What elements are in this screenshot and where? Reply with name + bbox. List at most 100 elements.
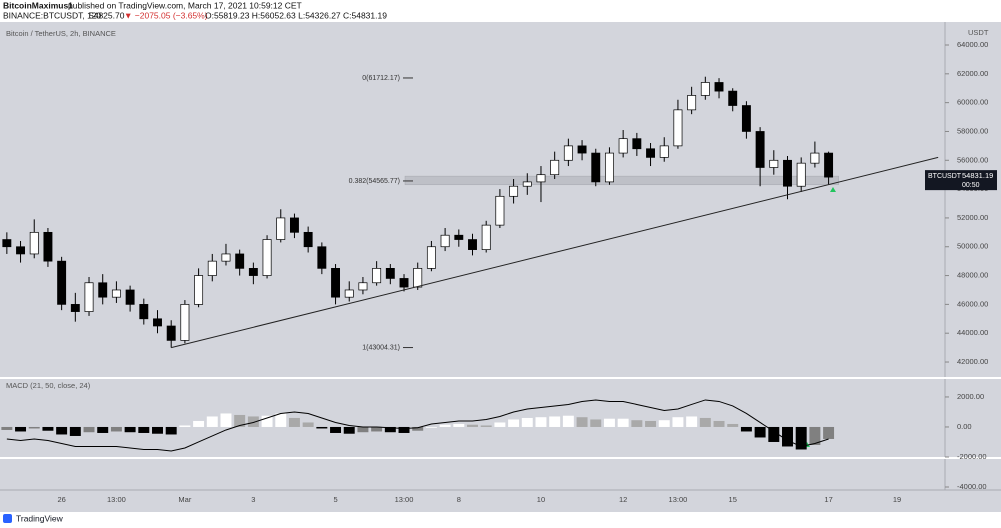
candle-body: [111, 289, 121, 298]
x-tick-label: 8: [457, 495, 461, 504]
x-tick-label: 10: [537, 495, 545, 504]
price-tag-symbol: BTCUSDT: [928, 173, 962, 180]
histogram-bar: [302, 422, 314, 427]
histogram-bar: [672, 417, 684, 427]
histogram-bar: [206, 416, 218, 427]
ohlc: O:55819.23 H:56052.63 L:54326.27 C:54831…: [205, 10, 387, 20]
y-tick-label: 52000.00: [957, 213, 988, 222]
histogram-bar: [398, 426, 410, 433]
chart-background: [0, 22, 1001, 512]
histogram-bar: [83, 426, 95, 433]
signal-arrow: [830, 187, 836, 192]
y-axis-label: USDT: [968, 28, 989, 37]
histogram-bar: [590, 419, 602, 427]
y-tick-label: -4000.00: [957, 482, 987, 491]
candle-body: [221, 253, 231, 262]
candle-body: [509, 185, 519, 197]
x-tick-label: 12: [619, 495, 627, 504]
candle-body: [317, 246, 327, 269]
candle-body: [783, 159, 792, 187]
fib-label: 0.382(54565.77): [349, 178, 400, 185]
candle-body: [276, 217, 286, 240]
y-tick-label: 56000.00: [957, 155, 988, 164]
histogram-bar: [823, 426, 835, 439]
logo-text: TradingView: [16, 513, 64, 523]
y-tick-label: 50000.00: [957, 242, 988, 251]
candle-body: [468, 239, 477, 250]
histogram-bar: [508, 419, 520, 427]
histogram-bar: [535, 417, 547, 427]
fib-label: 0(61712.17): [362, 75, 400, 82]
histogram-bar: [343, 426, 355, 434]
candle-body: [70, 304, 80, 312]
histogram-bar: [576, 417, 588, 427]
candle-body: [810, 152, 820, 164]
y-tick-label: 42000.00: [957, 357, 988, 366]
candle-body: [659, 145, 669, 158]
y-tick-label: 62000.00: [957, 69, 988, 78]
candle-body: [248, 268, 258, 276]
candle-body: [687, 95, 697, 111]
candle-body: [481, 224, 491, 250]
candle-body: [399, 278, 409, 288]
candle-body: [344, 289, 354, 298]
candle-body: [755, 131, 765, 168]
candle-body: [153, 318, 162, 327]
histogram-bar: [494, 422, 506, 427]
candle-body: [646, 148, 656, 158]
candle-body: [303, 231, 313, 248]
histogram-bar: [247, 416, 259, 427]
candle-body: [440, 234, 450, 248]
candle-body: [591, 152, 601, 183]
candle-body: [98, 282, 108, 298]
y-tick-label: 46000.00: [957, 299, 988, 308]
candle-body: [522, 181, 532, 187]
candle-body: [166, 325, 176, 341]
y-tick-label: 64000.00: [957, 40, 988, 49]
candle-body: [714, 82, 724, 92]
histogram-bar: [740, 426, 752, 432]
y-tick-label: 0.00: [957, 422, 972, 431]
candle-body: [673, 109, 683, 147]
histogram-bar: [631, 420, 643, 427]
candle-body: [372, 268, 382, 284]
histogram-bar: [261, 415, 273, 427]
histogram-bar: [809, 426, 821, 445]
x-tick-label: 17: [824, 495, 832, 504]
x-tick-label: 19: [893, 495, 901, 504]
candle-body: [57, 260, 67, 305]
x-tick-label: 15: [729, 495, 737, 504]
histogram-bar: [549, 416, 561, 427]
histogram-bar: [384, 426, 396, 433]
fib-label: 1(43004.31): [362, 344, 400, 351]
candle-body: [413, 268, 423, 288]
candle-body: [550, 159, 560, 176]
candle-body: [262, 239, 272, 276]
x-tick-label: 13:00: [669, 495, 688, 504]
candle-body: [769, 159, 779, 168]
histogram-bar: [124, 426, 136, 433]
y-tick-label: 2000.00: [957, 392, 984, 401]
logo-icon: [3, 514, 12, 523]
histogram-bar: [795, 426, 807, 450]
candle-body: [235, 253, 245, 269]
histogram-bar: [699, 417, 711, 427]
price-tag: [925, 170, 997, 191]
histogram-bar: [371, 426, 383, 432]
candle-body: [84, 282, 94, 312]
candle-body: [700, 82, 710, 96]
candle-body: [563, 145, 573, 161]
candle-body: [16, 246, 26, 255]
candle-body: [139, 304, 149, 320]
histogram-bar: [165, 426, 177, 435]
histogram-bar: [28, 426, 40, 429]
histogram-bar: [603, 418, 615, 427]
candle-body: [454, 234, 464, 240]
histogram-bar: [110, 426, 122, 432]
histogram-bar: [97, 426, 109, 433]
candle-body: [604, 152, 614, 183]
histogram-bar: [754, 426, 766, 438]
candle-body: [2, 239, 12, 248]
y-tick-label: 44000.00: [957, 328, 988, 337]
